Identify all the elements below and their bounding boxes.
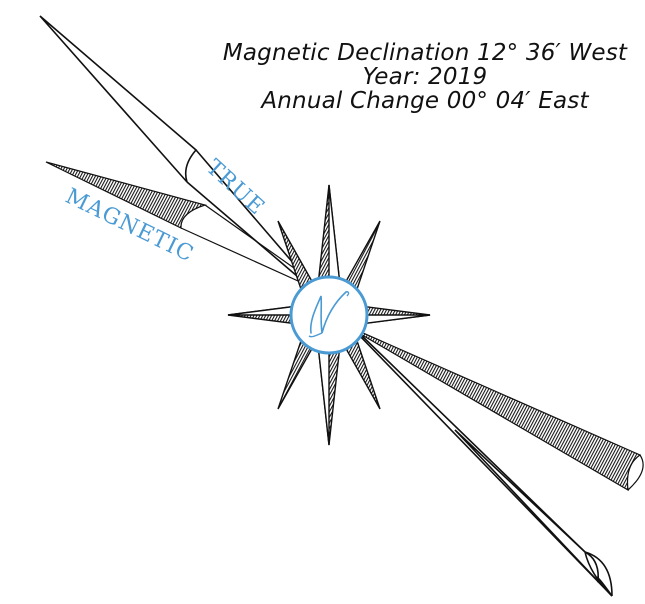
year-text: Year: 2019 [362, 64, 488, 90]
true-north-label-text: TRUE [201, 155, 268, 221]
true-north-label: TRUE [201, 155, 269, 221]
north-medallion: N [0, 0, 369, 355]
true-north-needle [39, 15, 613, 597]
magnetic-needle [45, 161, 644, 492]
north-letter: N [0, 0, 1, 1]
annual-change-text: Annual Change 00° 04′ East [261, 88, 589, 114]
declination-text: Magnetic Declination 12° 36′ West [222, 40, 628, 66]
